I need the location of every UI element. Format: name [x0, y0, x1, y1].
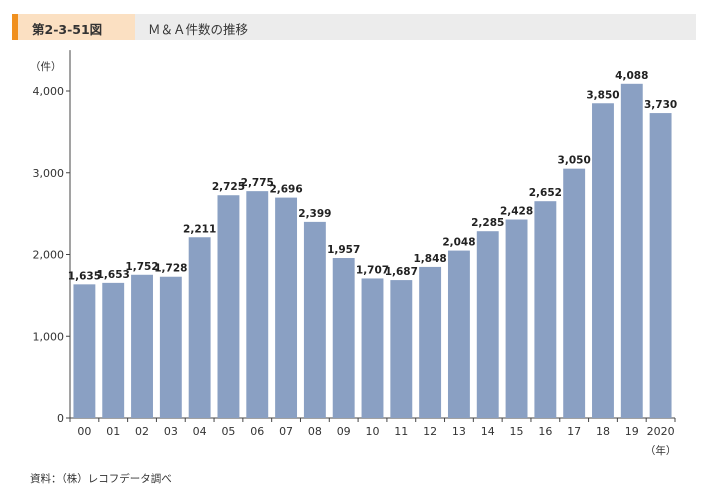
chart-title: Ｍ＆Ａ件数の推移: [148, 22, 249, 37]
bar: [275, 197, 298, 418]
bar-value-label: 1,957: [327, 244, 360, 256]
bar: [534, 201, 557, 418]
bar: [563, 168, 586, 418]
y-tick-label: 3,000: [33, 167, 65, 180]
bar: [73, 284, 96, 418]
x-tick-label: 04: [193, 425, 207, 438]
header-accent: [12, 14, 18, 40]
x-tick-label: 14: [481, 425, 495, 438]
bar: [447, 250, 470, 418]
bar: [102, 282, 125, 418]
y-tick-label: 1,000: [33, 330, 65, 343]
x-tick-label: 18: [596, 425, 610, 438]
figure-label-box: [18, 14, 135, 40]
x-tick-label: 00: [77, 425, 91, 438]
x-tick-label: 05: [221, 425, 235, 438]
bar: [361, 278, 384, 418]
y-tick-label: 4,000: [33, 85, 65, 98]
bar-value-label: 1,635: [68, 270, 101, 282]
x-tick-label: 02: [135, 425, 149, 438]
x-tick-label: 12: [423, 425, 437, 438]
x-tick-label: 16: [538, 425, 552, 438]
bar: [303, 221, 326, 418]
source-note: 資料：（株）レコフデータ調べ: [30, 473, 172, 485]
bar-value-label: 1,752: [125, 261, 158, 273]
bar-value-label: 3,850: [586, 89, 619, 101]
bar-value-label: 2,725: [212, 181, 245, 193]
bar: [390, 280, 413, 418]
x-tick-label: 08: [308, 425, 322, 438]
bar-value-label: 1,848: [414, 253, 447, 265]
bar: [620, 83, 643, 418]
bar-value-label: 1,707: [356, 264, 389, 276]
x-tick-label: 06: [250, 425, 264, 438]
x-tick-label: 01: [106, 425, 120, 438]
x-tick-label: 19: [625, 425, 639, 438]
figure-label: 第2-3-51図: [32, 22, 103, 37]
bar-value-label: 3,730: [644, 99, 677, 111]
y-tick-label: 0: [57, 412, 64, 425]
bar-value-label: 1,728: [154, 263, 187, 275]
bar: [476, 231, 499, 418]
x-tick-label: 15: [510, 425, 524, 438]
bar-value-label: 2,399: [298, 208, 331, 220]
bar-value-label: 4,088: [615, 70, 648, 82]
bar-value-label: 2,211: [183, 223, 216, 235]
y-axis-label: （件）: [30, 61, 62, 73]
x-tick-label: 03: [164, 425, 178, 438]
bar: [217, 195, 240, 418]
y-tick-label: 2,000: [33, 249, 65, 262]
bar: [246, 191, 269, 418]
x-tick-label: 2020: [647, 425, 675, 438]
bar-value-label: 2,775: [241, 177, 274, 189]
x-tick-label: 07: [279, 425, 293, 438]
bar-value-label: 1,687: [385, 266, 418, 278]
x-tick-label: 09: [337, 425, 351, 438]
x-tick-label: 13: [452, 425, 466, 438]
bar: [649, 113, 672, 418]
bar: [419, 266, 442, 418]
x-tick-label: 10: [366, 425, 380, 438]
bar-value-label: 2,285: [471, 217, 504, 229]
x-axis-label: （年）: [645, 444, 677, 457]
bar-value-label: 2,696: [269, 184, 302, 196]
x-tick-label: 17: [567, 425, 581, 438]
bar: [332, 258, 355, 418]
x-tick-label: 11: [394, 425, 408, 438]
bar-value-label: 1,653: [97, 269, 130, 281]
bar: [188, 237, 211, 418]
bar-value-label: 2,428: [500, 206, 533, 218]
bar: [159, 276, 182, 418]
bar: [131, 274, 153, 418]
bar-value-label: 2,048: [442, 237, 475, 249]
bar: [505, 219, 528, 418]
bar-value-label: 2,652: [529, 187, 562, 199]
bar-value-label: 3,050: [558, 155, 591, 167]
bar: [592, 103, 614, 418]
